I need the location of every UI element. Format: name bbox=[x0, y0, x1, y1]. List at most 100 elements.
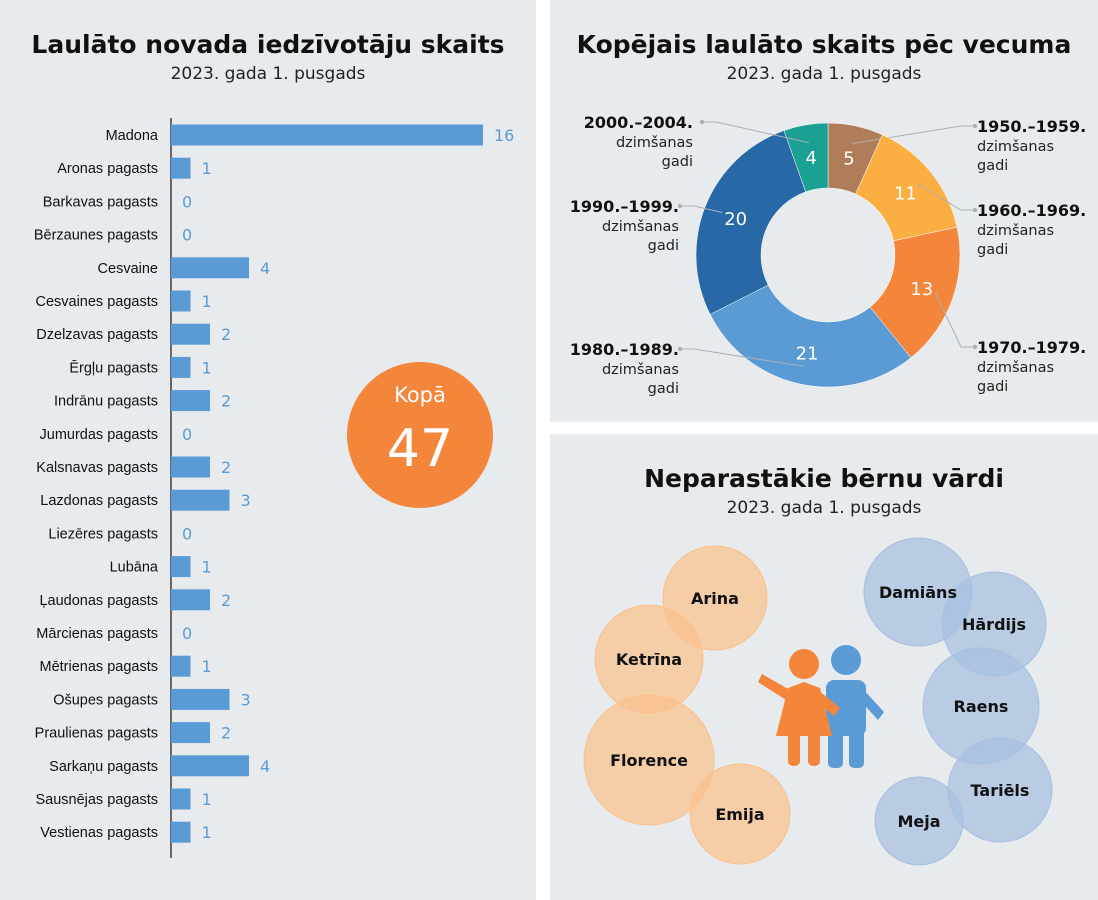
bar-category-label: Praulienas pagasts bbox=[35, 726, 158, 742]
bar-category-label: Ērgļu pagasts bbox=[69, 360, 158, 376]
bar-category-label: Mētrienas pagasts bbox=[40, 659, 158, 675]
bar-value-label: 1 bbox=[202, 159, 212, 178]
bar-value-label: 0 bbox=[182, 624, 192, 643]
bar bbox=[171, 356, 191, 378]
bar-value-label: 3 bbox=[241, 491, 251, 510]
bar-category-label: Aronas pagasts bbox=[57, 161, 158, 177]
bar-value-label: 0 bbox=[182, 226, 192, 245]
donut-leader-line bbox=[935, 292, 975, 348]
boy-name-label: Tariēls bbox=[971, 781, 1030, 800]
donut-category-sublabel: dzimšanas bbox=[977, 223, 1054, 239]
names-panel: Neparastākie bērnu vārdi 2023. gada 1. p… bbox=[550, 434, 1098, 900]
donut-category-sublabel: gadi bbox=[977, 379, 1008, 395]
donut-category-label: 1980.–1989. bbox=[570, 340, 679, 359]
bar-category-label: Vestienas pagasts bbox=[40, 825, 158, 841]
bar bbox=[171, 589, 210, 611]
bar-category-label: Jumurdas pagasts bbox=[40, 427, 158, 443]
bar-value-label: 2 bbox=[221, 458, 231, 477]
bar bbox=[171, 489, 230, 511]
bar-chart-subtitle: 2023. gada 1. pusgads bbox=[170, 64, 366, 84]
donut-category-sublabel: dzimšanas bbox=[977, 360, 1054, 376]
bar-category-label: Cesvaine bbox=[98, 261, 158, 277]
bar-category-label: Lubāna bbox=[110, 560, 159, 576]
leader-dot bbox=[699, 119, 705, 125]
girl-name-label: Florence bbox=[610, 751, 688, 770]
donut-category-sublabel: dzimšanas bbox=[977, 139, 1054, 155]
bar-value-label: 2 bbox=[221, 325, 231, 344]
donut-value-label: 13 bbox=[910, 279, 933, 300]
bar-value-label: 1 bbox=[202, 823, 212, 842]
donut-category-label: 1990.–1999. bbox=[570, 197, 679, 216]
donut-slice bbox=[869, 226, 961, 359]
girl-name-bubble bbox=[689, 763, 791, 865]
donut-value-label: 5 bbox=[843, 149, 854, 170]
donut-chart-subtitle: 2023. gada 1. pusgads bbox=[726, 64, 922, 84]
bar-value-label: 1 bbox=[202, 292, 212, 311]
bar-value-label: 0 bbox=[182, 524, 192, 543]
bar-value-label: 2 bbox=[221, 591, 231, 610]
leader-dot bbox=[677, 203, 683, 209]
boy-figure-icon bbox=[826, 645, 884, 768]
donut-chart-title: Kopējais laulāto skaits pēc vecuma bbox=[576, 30, 1072, 59]
donut-slice bbox=[695, 130, 806, 315]
donut-leader-line bbox=[916, 182, 975, 211]
bar-value-label: 1 bbox=[202, 657, 212, 676]
bar bbox=[171, 257, 249, 279]
donut-category-label: 1970.–1979. bbox=[977, 338, 1086, 357]
bar bbox=[171, 290, 191, 312]
bar-category-label: Bērzaunes pagasts bbox=[34, 228, 158, 244]
bar-value-label: 16 bbox=[494, 126, 514, 145]
donut-category-label: 2000.–2004. bbox=[584, 113, 693, 132]
leader-dot bbox=[677, 346, 683, 352]
bar-value-label: 1 bbox=[202, 558, 212, 577]
donut-category-sublabel: gadi bbox=[977, 242, 1008, 258]
bar-category-label: Ļaudonas pagasts bbox=[39, 593, 158, 609]
bar-category-label: Sausnējas pagasts bbox=[35, 792, 158, 808]
bar-category-label: Cesvaines pagasts bbox=[35, 294, 158, 310]
donut-category-sublabel: gadi bbox=[662, 154, 693, 170]
donut-value-label: 21 bbox=[796, 343, 819, 364]
bar-category-label: Lazdonas pagasts bbox=[40, 493, 158, 509]
bar-category-label: Madona bbox=[106, 128, 159, 144]
bar-category-label: Kalsnavas pagasts bbox=[36, 460, 158, 476]
total-circle bbox=[347, 362, 493, 508]
bar-chart: Madona 16 Aronas pagasts 1 Barkavas pagasts 0… bbox=[34, 118, 514, 858]
girl-name-label: Emija bbox=[715, 805, 764, 824]
bar-category-label: Ošupes pagasts bbox=[53, 692, 158, 708]
bar-value-label: 1 bbox=[202, 790, 212, 809]
bar bbox=[171, 390, 210, 412]
bar-value-label: 4 bbox=[260, 259, 270, 278]
bar bbox=[171, 124, 483, 146]
names-subtitle: 2023. gada 1. pusgads bbox=[726, 498, 922, 518]
bar-value-label: 2 bbox=[221, 392, 231, 411]
donut-category-sublabel: gadi bbox=[648, 238, 679, 254]
donut-category-label: 1950.–1959. bbox=[977, 117, 1086, 136]
bar-value-label: 0 bbox=[182, 192, 192, 211]
donut-category-sublabel: dzimšanas bbox=[616, 135, 693, 151]
donut-chart-panel: Kopējais laulāto skaits pēc vecuma 2023.… bbox=[550, 0, 1098, 422]
total-value: 47 bbox=[387, 419, 453, 479]
boy-name-label: Meja bbox=[897, 812, 940, 831]
donut-chart: 5 1950.–1959. dzimšanas gadi 11 1960.–1969. dz… bbox=[570, 113, 1086, 397]
girl-name-label: Ketrīna bbox=[616, 650, 682, 669]
bar bbox=[171, 655, 191, 677]
bar bbox=[171, 688, 230, 710]
donut-slice bbox=[709, 284, 912, 388]
leader-dot bbox=[972, 207, 978, 213]
donut-leader-line bbox=[680, 348, 805, 367]
boy-name-label: Damiāns bbox=[879, 583, 957, 602]
bar-category-label: Indrānu pagasts bbox=[54, 394, 158, 410]
bar-value-label: 3 bbox=[241, 690, 251, 709]
children-icon bbox=[758, 645, 884, 768]
boy-name-bubble bbox=[874, 776, 964, 866]
bar-category-label: Mārcienas pagasts bbox=[36, 626, 158, 642]
total-label: Kopā bbox=[394, 383, 446, 407]
bar-value-label: 4 bbox=[260, 757, 270, 776]
bar bbox=[171, 722, 210, 744]
donut-category-sublabel: gadi bbox=[977, 158, 1008, 174]
bar bbox=[171, 788, 191, 810]
bar bbox=[171, 556, 191, 578]
bar bbox=[171, 755, 249, 777]
donut-leader-line bbox=[702, 121, 809, 144]
boy-name-label: Hārdijs bbox=[962, 615, 1026, 634]
